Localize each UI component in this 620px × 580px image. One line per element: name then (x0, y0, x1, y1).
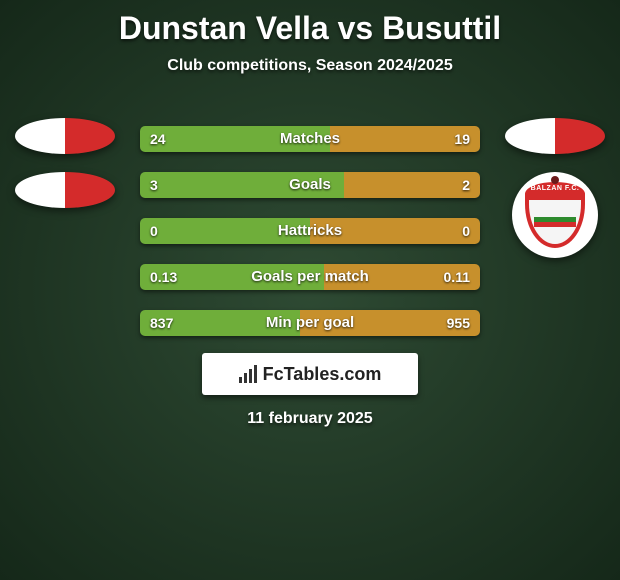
stat-value-left: 0 (150, 218, 158, 244)
stat-bar-right (310, 218, 480, 244)
stat-value-right: 2 (462, 172, 470, 198)
stat-bar-left (140, 172, 344, 198)
stat-row: Min per goal837955 (140, 310, 480, 336)
stat-row: Goals per match0.130.11 (140, 264, 480, 290)
stat-value-right: 19 (454, 126, 470, 152)
stat-bar-left (140, 126, 330, 152)
right-player-column: BALZAN F.C. (500, 118, 610, 258)
club-crest-icon: BALZAN F.C. (525, 182, 585, 248)
stat-value-right: 0 (462, 218, 470, 244)
left-flag-icon (15, 118, 115, 154)
page-subtitle: Club competitions, Season 2024/2025 (0, 57, 620, 75)
branding-badge: FcTables.com (202, 353, 418, 395)
stat-bar-right (344, 172, 480, 198)
stat-value-left: 837 (150, 310, 173, 336)
crest-ball (551, 176, 559, 184)
date-line: 11 february 2025 (0, 410, 620, 428)
right-club-logo: BALZAN F.C. (512, 172, 598, 258)
stat-row: Matches2419 (140, 126, 480, 152)
stat-value-left: 0.13 (150, 264, 177, 290)
crest-text: BALZAN F.C. (525, 185, 585, 192)
stat-row: Goals32 (140, 172, 480, 198)
stat-bar-left (140, 218, 310, 244)
stat-value-left: 24 (150, 126, 166, 152)
crest-band (534, 217, 576, 227)
branding-text: FcTables.com (263, 364, 382, 385)
left-player-column (10, 118, 120, 226)
stat-value-right: 955 (447, 310, 470, 336)
page-title: Dunstan Vella vs Busuttil (0, 0, 620, 47)
stat-value-left: 3 (150, 172, 158, 198)
stat-value-right: 0.11 (444, 264, 470, 290)
right-flag-icon (505, 118, 605, 154)
left-club-placeholder (15, 172, 115, 208)
crest-body (525, 200, 585, 248)
stats-bars: Matches2419Goals32Hattricks00Goals per m… (140, 126, 480, 356)
stat-row: Hattricks00 (140, 218, 480, 244)
branding-chart-icon (239, 365, 257, 383)
crest-top: BALZAN F.C. (525, 182, 585, 200)
